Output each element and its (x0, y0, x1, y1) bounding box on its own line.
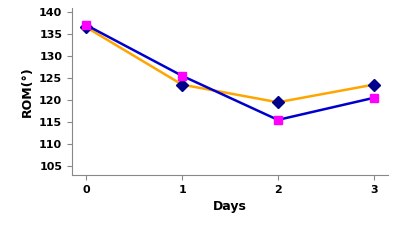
Control (84, 24, 89, 27)
Control (180, 74, 184, 77)
Treatment (371, 83, 376, 86)
Control (276, 118, 280, 122)
Control (371, 96, 376, 99)
Line: Treatment: Treatment (82, 23, 378, 106)
Treatment (180, 83, 184, 86)
Treatment (84, 26, 89, 29)
Y-axis label: ROM(°): ROM(°) (20, 66, 34, 116)
Treatment (276, 101, 280, 104)
Line: Control: Control (82, 21, 378, 124)
X-axis label: Days: Days (213, 200, 247, 213)
